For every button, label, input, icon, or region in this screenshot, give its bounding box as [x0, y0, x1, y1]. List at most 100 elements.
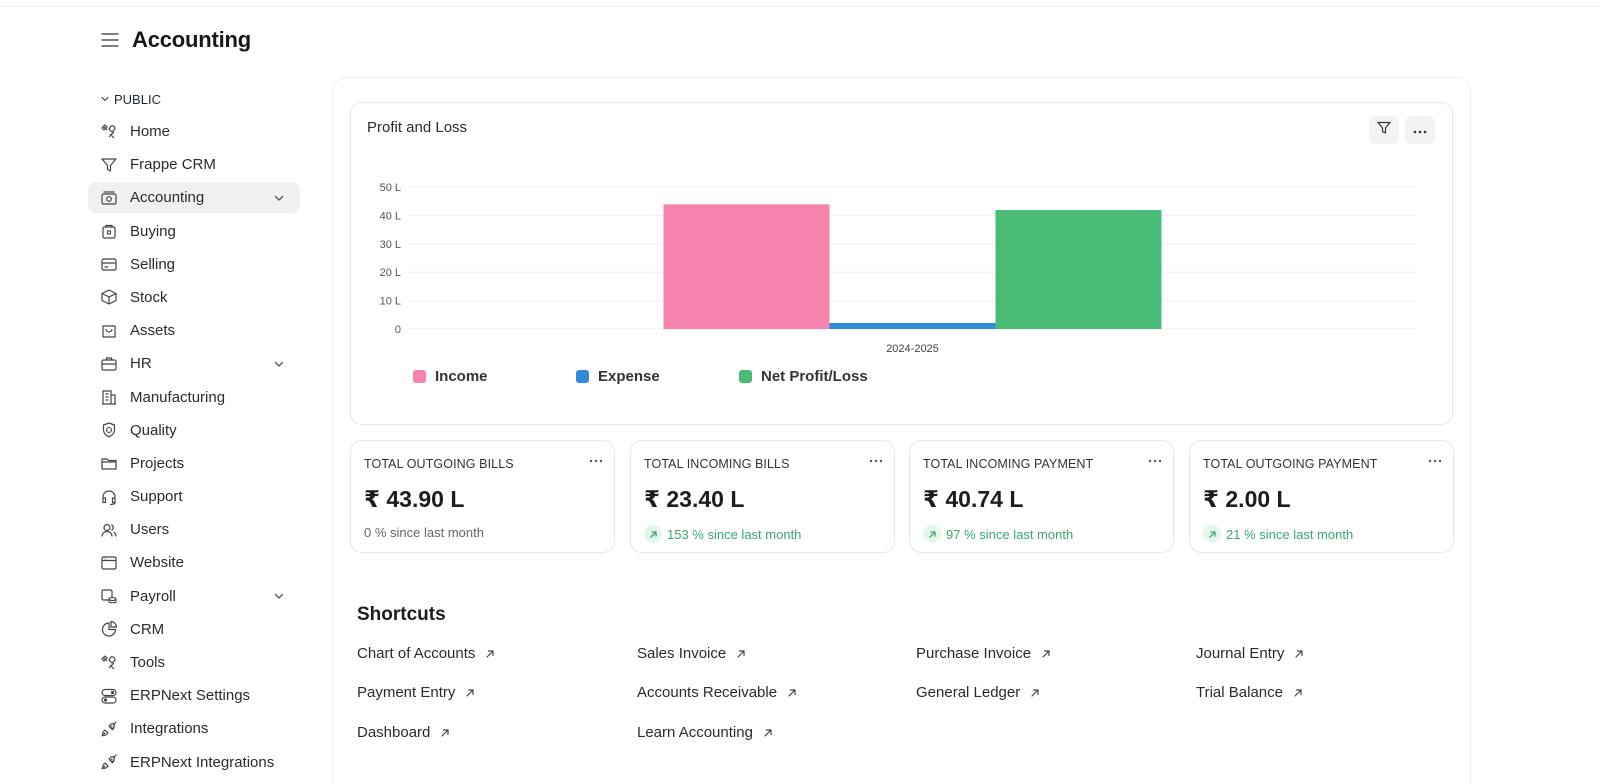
- sidebar-item-tools[interactable]: Tools: [88, 647, 300, 678]
- sidebar-item-payroll[interactable]: Payroll: [88, 581, 300, 612]
- stat-title: TOTAL OUTGOING BILLS: [364, 457, 514, 471]
- shortcut-learn-accounting[interactable]: Learn Accounting: [637, 724, 774, 741]
- bar-net-profit-loss[interactable]: [995, 210, 1162, 329]
- tools-icon: [98, 652, 120, 674]
- sidebar-item-frappe-crm[interactable]: Frappe CRM: [88, 149, 300, 180]
- legend-label: Income: [435, 368, 488, 385]
- shortcut-chart-of-accounts[interactable]: Chart of Accounts: [357, 645, 496, 662]
- sidebar-item-users[interactable]: Users: [88, 514, 300, 545]
- funnel-icon: [98, 154, 120, 176]
- sidebar-section-label: PUBLIC: [114, 91, 161, 107]
- sidebar-item-quality[interactable]: Quality: [88, 415, 300, 446]
- sidebar-item-integrations[interactable]: Integrations: [88, 713, 300, 744]
- arrow-up-right-icon: [786, 687, 798, 699]
- stat-value: ₹ 40.74 L: [923, 486, 1024, 512]
- badge-icon: [98, 419, 120, 441]
- shortcut-sales-invoice[interactable]: Sales Invoice: [637, 645, 747, 662]
- shortcut-label: Purchase Invoice: [916, 645, 1032, 662]
- shortcut-journal-entry[interactable]: Journal Entry: [1196, 645, 1305, 662]
- stat-title: TOTAL INCOMING PAYMENT: [923, 457, 1094, 471]
- sidebar-item-label: Manufacturing: [130, 388, 226, 406]
- payroll-icon: [98, 585, 120, 607]
- sidebar-item-home[interactable]: Home: [88, 116, 300, 147]
- chart-more-button[interactable]: [1405, 116, 1435, 144]
- workspace-panel: [332, 77, 1471, 784]
- y-tick-label: 10 L: [380, 296, 401, 308]
- shortcut-general-ledger[interactable]: General Ledger: [916, 684, 1041, 701]
- stat-card-total-incoming-bills[interactable]: TOTAL INCOMING BILLS ₹ 23.40 L 153 % since…: [630, 440, 895, 553]
- bar-expense[interactable]: [829, 323, 996, 329]
- chevron-down-icon[interactable]: [272, 589, 286, 603]
- legend-item-net-profit-loss[interactable]: Net Profit/Loss: [739, 368, 868, 385]
- legend-item-income[interactable]: Income: [413, 368, 488, 385]
- more-icon[interactable]: [1147, 453, 1163, 469]
- sidebar-item-label: Payroll: [130, 587, 176, 605]
- sidebar-item-buying[interactable]: Buying: [88, 216, 300, 247]
- more-icon[interactable]: [588, 453, 604, 469]
- more-icon[interactable]: [868, 453, 884, 469]
- legend-item-expense[interactable]: Expense: [576, 368, 660, 385]
- sidebar-item-label: CRM: [130, 620, 165, 638]
- stat-delta-text: 153 % since last month: [667, 526, 802, 542]
- bar-income[interactable]: [663, 204, 830, 329]
- sidebar-item-hr[interactable]: HR: [88, 348, 300, 379]
- stat-delta: 0 % since last month: [364, 525, 484, 540]
- sidebar-item-erpnext-integrations[interactable]: ERPNext Integrations: [88, 747, 300, 778]
- arrow-up-right-icon: [762, 727, 774, 739]
- sidebar-item-label: Buying: [130, 222, 176, 240]
- sidebar-item-website[interactable]: Website: [88, 547, 300, 578]
- sidebar-section-public[interactable]: PUBLIC: [88, 88, 300, 110]
- stat-card-total-outgoing-payment[interactable]: TOTAL OUTGOING PAYMENT ₹ 2.00 L 21 % since…: [1189, 440, 1454, 553]
- sidebar-item-label: Frappe CRM: [130, 156, 216, 174]
- x-tick-label: 2024-2025: [886, 343, 939, 355]
- sidebar-item-erpnext-settings[interactable]: ERPNext Settings: [88, 680, 300, 711]
- shortcut-label: Dashboard: [357, 724, 431, 741]
- sidebar-item-accounting[interactable]: Accounting: [88, 182, 300, 214]
- sidebar-item-label: Support: [130, 488, 183, 506]
- legend-swatch: [576, 370, 589, 383]
- legend-swatch: [739, 370, 752, 383]
- stat-delta-text: 21 % since last month: [1226, 526, 1354, 542]
- more-icon[interactable]: [1427, 453, 1443, 469]
- sidebar-item-label: Projects: [130, 454, 185, 472]
- stat-title: TOTAL INCOMING BILLS: [644, 457, 790, 471]
- arrow-up-right-icon: [1293, 648, 1305, 660]
- sidebar-item-projects[interactable]: Projects: [88, 448, 300, 479]
- shortcut-dashboard[interactable]: Dashboard: [357, 724, 451, 741]
- y-tick-label: 0: [395, 324, 401, 336]
- sidebar-item-assets[interactable]: Assets: [88, 315, 300, 346]
- chevron-down-icon[interactable]: [272, 357, 286, 371]
- sidebar-item-stock[interactable]: Stock: [88, 282, 300, 313]
- sidebar-item-support[interactable]: Support: [88, 481, 300, 512]
- profit-loss-chart: 0 10 L 20 L 30 L 40 L 50 L 2024-2025: [380, 182, 1417, 355]
- stat-card-total-outgoing-bills[interactable]: TOTAL OUTGOING BILLS ₹ 43.90 L 0 % since l…: [350, 440, 615, 553]
- sidebar-item-manufacturing[interactable]: Manufacturing: [88, 382, 300, 413]
- sidebar-nav: Home Frappe CRM Accounting Buying Selling Sto…: [88, 116, 300, 778]
- stat-card-total-incoming-payment[interactable]: TOTAL INCOMING PAYMENT ₹ 40.74 L 97 % sinc…: [909, 440, 1174, 553]
- stat-delta: 21 % since last month: [1203, 525, 1353, 543]
- sidebar-item-label: Selling: [130, 255, 176, 273]
- chevron-down-icon: [100, 92, 110, 107]
- shortcut-purchase-invoice[interactable]: Purchase Invoice: [916, 645, 1052, 662]
- shortcut-label: General Ledger: [916, 684, 1021, 701]
- shortcut-accounts-receivable[interactable]: Accounts Receivable: [637, 684, 798, 701]
- y-tick-label: 40 L: [380, 210, 401, 222]
- box-icon: [98, 286, 120, 308]
- folder-icon: [98, 452, 120, 474]
- chevron-down-icon[interactable]: [272, 191, 286, 205]
- filter-button[interactable]: [1369, 116, 1399, 144]
- toggles-icon: [98, 685, 120, 707]
- stat-value: ₹ 43.90 L: [364, 486, 465, 512]
- shortcut-payment-entry[interactable]: Payment Entry: [357, 684, 476, 701]
- shortcut-trial-balance[interactable]: Trial Balance: [1196, 684, 1304, 701]
- profit-loss-card: Profit and Loss 0 10 L 20 L 30 L 40 L 50 L 202…: [350, 102, 1453, 425]
- hamburger-icon[interactable]: [100, 30, 120, 50]
- filter-icon: [1376, 120, 1392, 141]
- sidebar-item-crm[interactable]: CRM: [88, 614, 300, 645]
- stat-value: ₹ 23.40 L: [644, 486, 745, 512]
- sidebar: PUBLIC Home Frappe CRM Accounting Buying Sel…: [88, 88, 300, 780]
- tools-icon: [98, 121, 120, 143]
- sidebar-item-selling[interactable]: Selling: [88, 249, 300, 280]
- legend-label: Expense: [598, 368, 660, 385]
- sidebar-item-label: Tools: [130, 654, 166, 671]
